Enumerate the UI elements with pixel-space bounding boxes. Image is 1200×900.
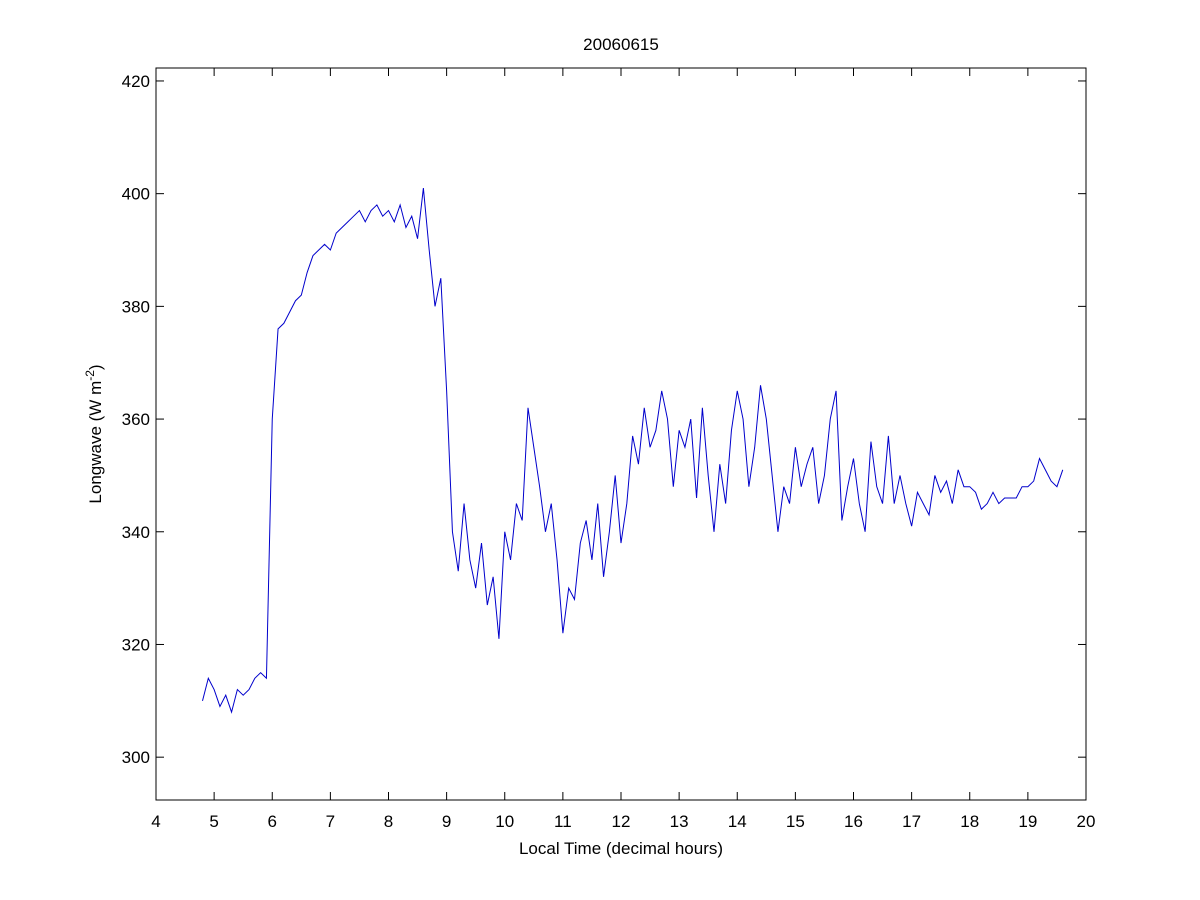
y-axis-label-exponent: -2	[83, 370, 97, 381]
y-tick-label: 400	[122, 185, 150, 204]
x-tick-label: 20	[1077, 812, 1096, 831]
y-tick-label: 360	[122, 410, 150, 429]
x-tick-label: 5	[209, 812, 218, 831]
x-tick-label: 13	[670, 812, 689, 831]
x-tick-label: 8	[384, 812, 393, 831]
y-tick-label: 420	[122, 72, 150, 91]
x-tick-label: 19	[1018, 812, 1037, 831]
y-axis-label-end: )	[86, 364, 105, 370]
chart-title: 20060615	[583, 35, 659, 54]
data-line	[202, 187, 1064, 714]
y-tick-label: 300	[122, 748, 150, 767]
x-tick-label: 11	[554, 812, 572, 831]
x-tick-label: 10	[495, 812, 514, 831]
x-tick-label: 16	[844, 812, 863, 831]
x-tick-label: 15	[786, 812, 805, 831]
x-tick-label: 18	[960, 812, 979, 831]
x-tick-label: 17	[902, 812, 921, 831]
y-tick-label: 380	[122, 297, 150, 316]
x-tick-label: 6	[268, 812, 277, 831]
x-tick-label: 9	[442, 812, 451, 831]
x-tick-label: 12	[612, 812, 631, 831]
y-axis-label: Longwave (W m-2)	[83, 364, 105, 503]
x-tick-label: 7	[326, 812, 335, 831]
y-tick-label: 340	[122, 523, 150, 542]
y-tick-label: 320	[122, 635, 150, 654]
x-tick-label: 4	[151, 812, 160, 831]
plot-box	[155, 67, 1087, 801]
x-tick-label: 14	[728, 812, 747, 831]
y-axis-label-main: Longwave (W m	[86, 381, 105, 504]
x-axis-label: Local Time (decimal hours)	[519, 839, 723, 858]
